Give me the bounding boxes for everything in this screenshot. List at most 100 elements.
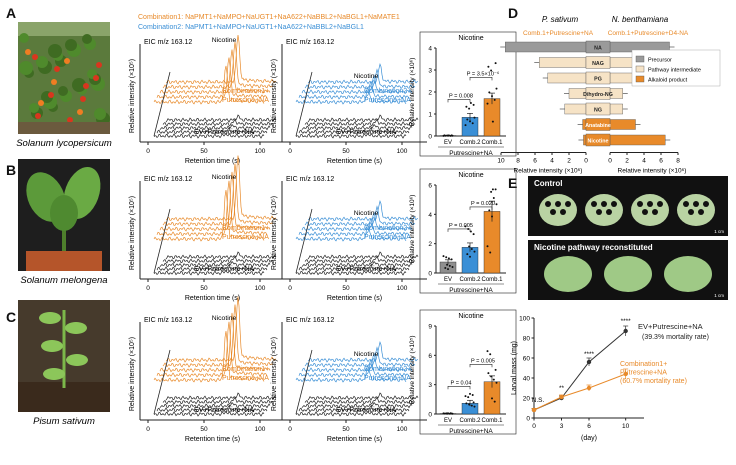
feeding-hole: [693, 201, 699, 207]
bar-y-tick-label: 4: [428, 212, 432, 219]
panel-letter-a: A: [6, 5, 16, 21]
trace: [308, 252, 418, 259]
bar-category-label: Comb.2: [459, 277, 481, 283]
bar-y-tick-label: 3: [428, 382, 432, 389]
feeding-hole: [591, 201, 597, 207]
data-point: [472, 122, 474, 124]
leaf-blob: [19, 33, 29, 43]
x-axis-label: Retention time (s): [327, 436, 382, 443]
bar-y-tick-label: 0: [428, 412, 432, 419]
x-tick-label: 0: [146, 426, 150, 433]
legend-swatch: [636, 76, 644, 82]
data-point: [465, 124, 467, 126]
eic-label: EIC m/z 163.12: [144, 176, 192, 183]
data-point: [490, 375, 492, 377]
data-point: [452, 266, 454, 268]
data-point: [444, 135, 446, 137]
series-point: [532, 408, 536, 412]
left-x-label: Relative intensity (×10⁶): [514, 168, 583, 175]
data-point: [487, 103, 489, 105]
bar-title: Nicotine: [458, 313, 483, 320]
sig-bracket: [448, 229, 470, 232]
x-tick-label: 0: [288, 148, 292, 155]
data-point: [469, 393, 471, 395]
combination-label-line: Putrescine+NA: [222, 375, 269, 382]
data-point: [487, 245, 489, 247]
data-point: [451, 258, 453, 260]
data-point: [491, 216, 493, 218]
feeding-hole: [703, 201, 709, 207]
feeding-hole: [611, 201, 617, 207]
damaged-leaf: [585, 194, 623, 226]
e-x-tick-label: 6: [587, 423, 591, 430]
sig-bracket: [470, 364, 492, 367]
bar-y-tick-label: 0: [428, 134, 432, 141]
nicotine-label: Nicotine: [354, 210, 379, 217]
combination-label-line: Putrescine+NA: [364, 375, 411, 382]
control-label: EV+Putrescine+NA: [194, 266, 255, 273]
tomato-fruit: [64, 58, 70, 64]
data-point: [443, 413, 445, 415]
trace: [308, 115, 418, 122]
data-point: [471, 405, 473, 407]
e-x-tick-label: 10: [622, 423, 630, 430]
trace: [166, 252, 276, 259]
p-value: P = 0.020: [471, 201, 495, 207]
control-label: EV+Putrescine+NA: [194, 407, 255, 414]
series-note-ev: (39.3% mortality rate): [642, 334, 709, 341]
eic-label: EIC m/z 163.12: [144, 317, 192, 324]
pot: [26, 251, 102, 271]
right-title: N. benthamiana: [612, 15, 669, 24]
combination-label: Combination1+Putrescine+NA: [222, 225, 269, 241]
category-label: NG: [594, 108, 602, 114]
feeding-hole: [647, 201, 653, 207]
bar-y-tick-label: 6: [428, 183, 432, 190]
x-tick-label: 4: [642, 158, 646, 165]
data-point: [488, 209, 490, 211]
x-tick-label: 2: [625, 158, 629, 165]
eic-label: EIC m/z 163.12: [286, 317, 334, 324]
bar-y-tick-label: 1: [428, 112, 432, 119]
legend-label: Alkaloid product: [648, 78, 688, 84]
y-axis-label: Relative intensity (×10⁵): [271, 337, 278, 411]
data-point: [473, 104, 475, 106]
data-point: [496, 203, 498, 205]
leaf-blob: [19, 61, 33, 75]
feeding-hole: [657, 201, 663, 207]
leaf-blob: [94, 108, 106, 120]
series-point: [587, 386, 591, 390]
data-point: [448, 134, 450, 136]
control-label: EV+Putrescine+NA: [336, 266, 397, 273]
data-point: [492, 121, 494, 123]
e-y-tick-label: 80: [523, 336, 531, 343]
combo1-header: Combination1: NaPMT1+NaMPO+NaUGT1+NaA622…: [138, 14, 400, 21]
significance-label: N.S.: [532, 397, 545, 404]
data-point: [468, 245, 470, 247]
right-subtitle: Comb.1+Putrescine+D4-NA: [608, 30, 689, 37]
trace: [166, 393, 276, 400]
stack-axis: [296, 209, 312, 273]
category-label: Nicotine: [588, 139, 609, 145]
bar-y-tick-label: 3: [428, 68, 432, 75]
x-tick-label: 50: [342, 285, 350, 292]
bar-y-tick-label: 0: [428, 271, 432, 278]
bar-frame: [420, 169, 516, 293]
x-tick-label: 50: [200, 148, 208, 155]
feeding-hole: [652, 209, 658, 215]
combination-label-line: Combination1+: [222, 88, 269, 95]
legend-label: Pathway intermediate: [648, 68, 701, 74]
panel-letter-d: D: [508, 5, 518, 21]
data-point: [474, 406, 476, 408]
x-tick-label: 0: [146, 148, 150, 155]
x-tick-label: 0: [608, 158, 612, 165]
data-point: [489, 251, 491, 253]
data-point: [448, 257, 450, 259]
e-y-label: Larval mass (mg): [511, 341, 518, 395]
feeding-hole: [560, 209, 566, 215]
data-point: [493, 197, 495, 199]
significance-label: ****: [621, 318, 632, 325]
sig-bracket: [470, 77, 492, 80]
tomato-fruit: [51, 79, 57, 85]
intact-leaf: [544, 256, 592, 292]
